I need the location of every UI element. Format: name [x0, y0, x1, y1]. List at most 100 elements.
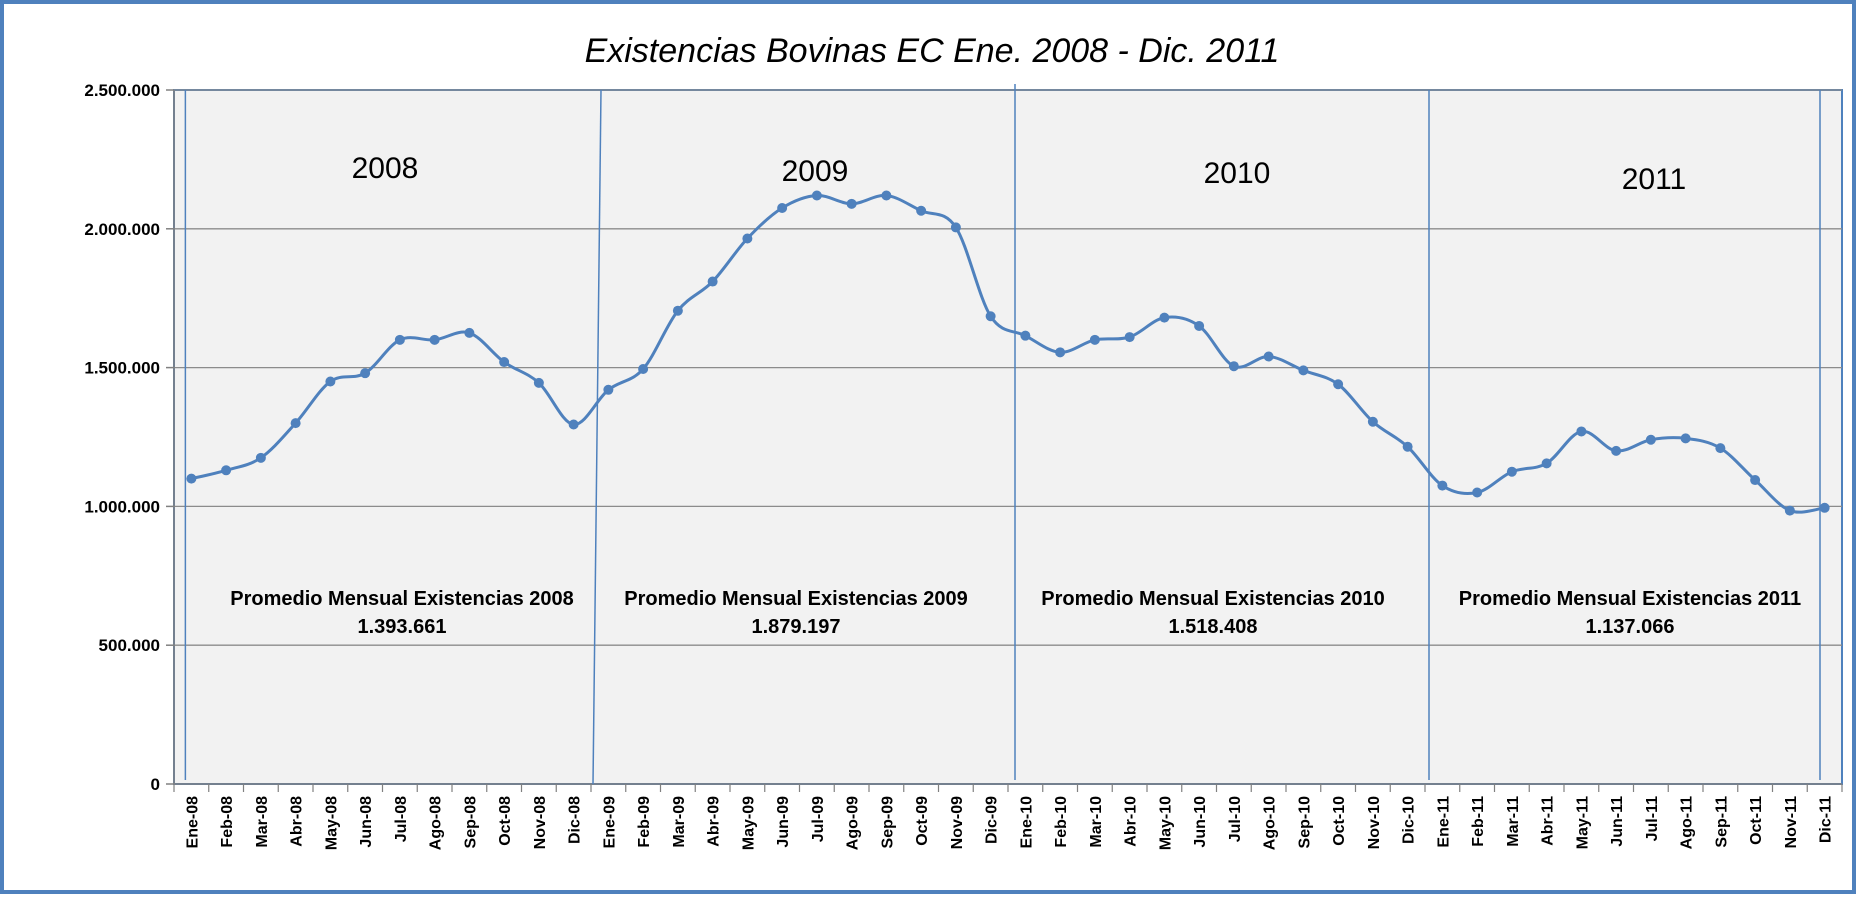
data-point — [707, 276, 718, 287]
data-point — [672, 305, 683, 316]
x-tick-label: Sep-08 — [462, 796, 479, 849]
chart-title: Existencias Bovinas EC Ene. 2008 - Dic. … — [585, 32, 1280, 70]
x-tick-label: Nov-10 — [1366, 796, 1383, 849]
x-tick-label: Sep-10 — [1296, 796, 1313, 849]
x-tick-label: Ago-09 — [845, 796, 862, 850]
data-point — [1020, 330, 1031, 341]
x-tick-label: Nov-09 — [949, 796, 966, 849]
data-point — [1611, 445, 1622, 456]
x-tick-label: Dic-08 — [567, 796, 584, 844]
x-tick-label: Jun-08 — [358, 796, 375, 848]
data-point — [1333, 379, 1344, 390]
x-tick-label: Oct-09 — [914, 796, 931, 846]
x-tick-label: Sep-11 — [1713, 796, 1730, 848]
average-label: Promedio Mensual Existencias 2008 — [230, 588, 574, 610]
x-tick-label: May-09 — [740, 796, 757, 850]
data-point — [499, 357, 510, 368]
data-point — [533, 377, 544, 388]
year-label: 2008 — [352, 152, 419, 185]
data-point — [464, 327, 475, 338]
x-tick-label: Oct-08 — [497, 796, 514, 846]
data-point — [1784, 505, 1795, 516]
year-label: 2009 — [782, 155, 849, 188]
y-tick-label: 2.500.000 — [84, 81, 160, 100]
data-point — [1367, 416, 1378, 427]
data-point — [360, 368, 371, 379]
x-tick-label: Ene-09 — [601, 796, 618, 849]
x-tick-label: Ago-11 — [1679, 796, 1696, 849]
data-point — [1159, 312, 1170, 323]
x-tick-label: Feb-10 — [1053, 796, 1070, 848]
x-tick-label: Nov-08 — [532, 796, 549, 849]
x-tick-label: Dic-10 — [1401, 796, 1418, 844]
x-tick-label: Jul-10 — [1227, 796, 1244, 842]
average-value: 1.393.661 — [358, 616, 447, 638]
data-point — [186, 473, 197, 484]
data-point — [1576, 426, 1587, 437]
data-point — [1750, 475, 1761, 486]
average-value: 1.879.197 — [752, 616, 841, 638]
x-tick-label: Nov-11 — [1783, 796, 1800, 849]
x-tick-label: Jul-11 — [1644, 796, 1661, 841]
x-tick-label: Jun-11 — [1609, 796, 1626, 847]
data-point — [846, 198, 857, 209]
data-point — [1541, 458, 1552, 469]
data-point — [429, 334, 440, 345]
data-point — [603, 384, 614, 395]
data-point — [568, 419, 579, 430]
x-tick-label: Jun-09 — [775, 796, 792, 848]
x-tick-label: Feb-11 — [1470, 796, 1487, 847]
data-point — [1819, 502, 1830, 513]
year-label: 2010 — [1204, 157, 1271, 190]
x-tick-label: Abr-08 — [289, 796, 306, 847]
data-point — [1089, 334, 1100, 345]
x-tick-label: May-08 — [323, 796, 340, 850]
x-tick-label: May-11 — [1574, 796, 1591, 849]
data-point — [742, 233, 753, 244]
data-point — [1298, 365, 1309, 376]
x-tick-label: Abr-11 — [1540, 796, 1557, 846]
average-label: Promedio Mensual Existencias 2009 — [624, 588, 968, 610]
x-tick-label: Abr-10 — [1123, 796, 1140, 847]
plot-background — [173, 89, 1843, 785]
x-tick-label: Jun-10 — [1192, 796, 1209, 848]
x-tick-label: May-10 — [1157, 796, 1174, 850]
x-tick-label: Mar-09 — [671, 796, 688, 848]
data-point — [1055, 347, 1066, 358]
data-point — [985, 311, 996, 322]
y-tick-label: 0 — [151, 775, 160, 794]
plot-area: 0 500.000 1.000.000 1.500.000 2.000.000 2.500… — [84, 81, 1843, 850]
x-tick-label: Sep-09 — [879, 796, 896, 849]
x-tick-label: Ene-08 — [184, 796, 201, 849]
x-tick-label: Jul-09 — [810, 796, 827, 842]
average-label: Promedio Mensual Existencias 2011 — [1459, 588, 1801, 610]
x-tick-label: Feb-08 — [219, 796, 236, 848]
year-separator — [592, 89, 602, 785]
x-tick-label: Feb-09 — [636, 796, 653, 848]
line-chart: Existencias Bovinas EC Ene. 2008 - Dic. … — [84, 32, 1843, 850]
data-point — [1402, 441, 1413, 452]
x-tick-label: Abr-09 — [706, 796, 723, 847]
data-point — [950, 222, 961, 233]
data-point — [811, 190, 822, 201]
data-point — [221, 465, 232, 476]
data-point — [1715, 443, 1726, 454]
data-point — [1228, 361, 1239, 372]
data-point — [255, 452, 266, 463]
x-tick-label: Ago-10 — [1262, 796, 1279, 850]
x-tick-label: Ene-11 — [1435, 796, 1452, 848]
data-point — [881, 190, 892, 201]
x-tick-label: Dic-09 — [984, 796, 1001, 844]
x-tick-label: Ene-10 — [1018, 796, 1035, 849]
data-point — [777, 202, 788, 213]
data-point — [1680, 433, 1691, 444]
data-point — [916, 205, 927, 216]
data-point — [1472, 487, 1483, 498]
x-tick-label: Dic-11 — [1818, 796, 1835, 843]
x-tick-label: Ago-08 — [428, 796, 445, 850]
y-tick-label: 500.000 — [99, 636, 160, 655]
data-point — [290, 418, 301, 429]
y-tick-label: 1.000.000 — [84, 497, 160, 516]
x-tick-label: Mar-08 — [254, 796, 271, 848]
